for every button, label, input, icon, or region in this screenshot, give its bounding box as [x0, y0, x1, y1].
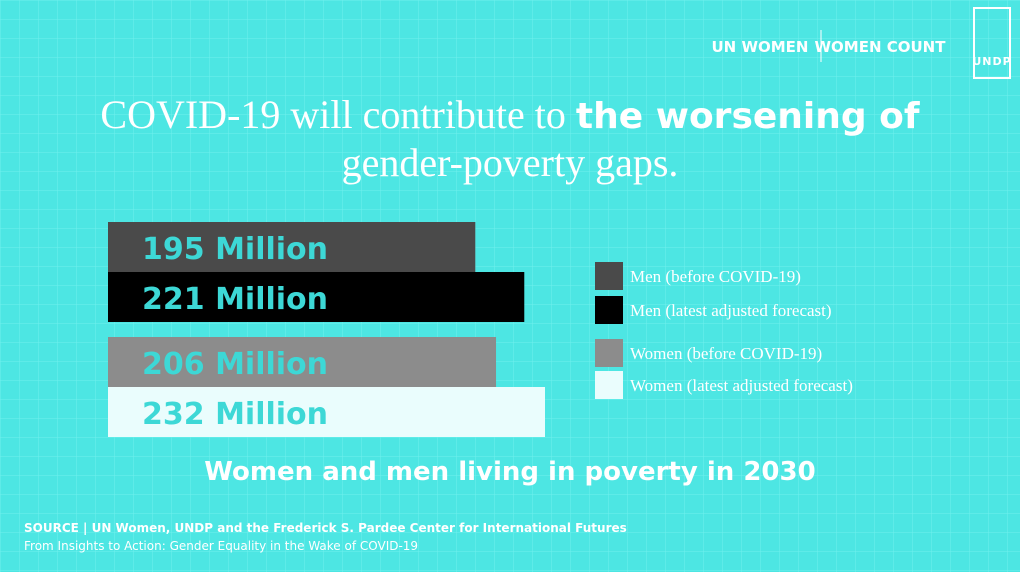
- chart-title-line2: gender-poverty gaps.: [342, 140, 679, 185]
- bar: [108, 272, 525, 322]
- bar: [108, 387, 545, 437]
- bar: [108, 337, 497, 387]
- title-emphasis: the worsening of: [576, 96, 920, 137]
- chart-title: COVID-19 will contribute to the worsenin…: [100, 92, 920, 137]
- legend-swatch: [595, 296, 623, 324]
- bar: [108, 222, 476, 272]
- legend-swatch: [595, 371, 623, 399]
- logo-womencount: WOMEN COUNT: [815, 38, 947, 56]
- legend-swatch: [595, 262, 623, 290]
- value-label: 221 Million: [142, 282, 328, 317]
- legend-label: Men (before COVID-19): [630, 267, 801, 286]
- value-label: 232 Million: [142, 397, 328, 432]
- value-label: 195 Million: [142, 232, 328, 267]
- value-label: 206 Million: [142, 347, 328, 382]
- legend-label: Women (latest adjusted forecast): [630, 376, 853, 395]
- logo-undp-box: [973, 7, 1011, 79]
- title-plain: COVID-19 will contribute to: [100, 92, 566, 137]
- source: SOURCE | UN Women, UNDP and the Frederic…: [24, 521, 627, 535]
- logo-undp: UNDP: [972, 55, 1011, 68]
- chart-subtitle: Women and men living in poverty in 2030: [204, 457, 815, 487]
- legend-label: Women (before COVID-19): [630, 344, 822, 363]
- source-note: From Insights to Action: Gender Equality…: [24, 539, 418, 553]
- plot: 195 Million Men (before COVID-19) 221 Mill…: [108, 222, 853, 437]
- legend-label: Men (latest adjusted forecast): [630, 301, 832, 320]
- logo-unwomen: UN WOMEN: [712, 38, 809, 56]
- legend-swatch: [595, 339, 623, 367]
